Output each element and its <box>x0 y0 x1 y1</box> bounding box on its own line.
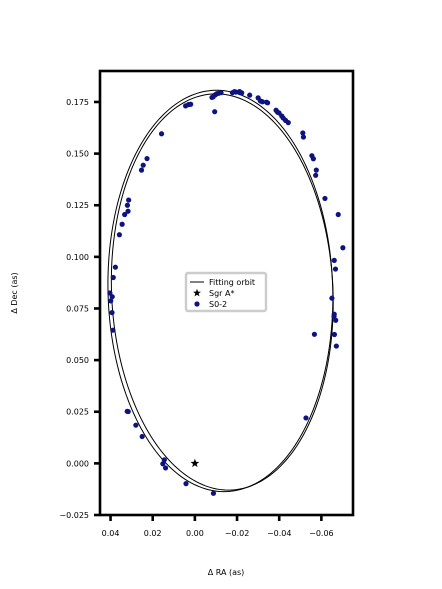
s02-point <box>188 101 194 107</box>
s02-point <box>108 298 114 304</box>
s02-point <box>124 202 131 208</box>
legend-box <box>184 271 268 313</box>
s02-point <box>109 294 115 300</box>
s02-point <box>183 481 189 487</box>
s02-point <box>212 109 218 115</box>
y-tick-label: 0.050 <box>66 356 89 365</box>
y-tick-label: 0.000 <box>66 459 89 468</box>
s02-point <box>265 100 271 106</box>
y-tick-label: 0.150 <box>66 150 89 159</box>
s02-point <box>140 162 146 168</box>
s02-points <box>107 89 346 496</box>
s02-point <box>333 317 339 323</box>
s02-point <box>329 295 335 301</box>
s02-point <box>303 415 309 421</box>
s02-point <box>300 134 307 140</box>
y-tick-label: 0.175 <box>66 98 89 107</box>
y-tick-label: 0.100 <box>66 253 89 262</box>
s02-point <box>133 422 139 428</box>
s02-point <box>322 195 328 202</box>
s02-point <box>110 274 116 281</box>
s02-point <box>335 211 341 218</box>
s02-point <box>160 461 166 467</box>
y-axis-ticks: −0.025 0.000 0.025 0.050 0.075 0.100 0.125 0.15… <box>59 98 100 520</box>
s02-point <box>122 211 128 218</box>
s02-point <box>125 208 131 214</box>
plot-frame <box>98 69 355 517</box>
s02-point <box>313 167 319 173</box>
s02-point <box>313 172 319 178</box>
s02-point <box>332 266 339 272</box>
s02-point <box>144 155 150 162</box>
x-tick-label: −0.06 <box>309 529 334 538</box>
legend-point-swatch <box>194 301 200 307</box>
s02-point <box>107 290 113 296</box>
s02-point <box>218 90 224 96</box>
s02-point <box>110 327 116 333</box>
s02-point <box>109 310 115 316</box>
x-axis-ticks: 0.04 0.02 0.00 −0.02 −0.04 −0.06 <box>102 515 334 538</box>
x-tick-label: 0.02 <box>144 529 162 538</box>
s02-point <box>158 131 165 137</box>
s02-point <box>310 156 316 162</box>
s02-point <box>138 167 145 173</box>
s02-point <box>331 331 338 338</box>
s02-point <box>210 490 217 496</box>
s02-point <box>139 433 145 440</box>
s02-point <box>119 221 125 227</box>
s02-point <box>311 331 318 337</box>
s02-point <box>162 465 169 471</box>
legend-label: Fitting orbit <box>209 278 255 287</box>
s02-point <box>300 130 306 136</box>
x-tick-label: −0.04 <box>267 529 292 538</box>
s02-point <box>247 92 253 98</box>
s02-point <box>259 99 265 105</box>
legend-label: S0-2 <box>209 300 227 309</box>
s02-point <box>124 408 130 414</box>
y-tick-label: 0.075 <box>66 304 89 313</box>
fitting-orbit-line <box>110 93 334 491</box>
fitting-orbit-lines <box>107 89 334 493</box>
x-tick-label: 0.00 <box>186 529 204 538</box>
legend: Fitting orbit Sgr A* S0-2 <box>184 271 268 313</box>
s02-point <box>331 257 337 263</box>
s02-point <box>112 264 118 270</box>
legend-label: Sgr A* <box>209 289 234 298</box>
s02-point <box>340 245 346 251</box>
s02-point <box>126 197 132 203</box>
y-tick-label: −0.025 <box>59 511 89 520</box>
s02-point <box>116 232 122 238</box>
legend-star-swatch <box>193 288 201 297</box>
x-axis-title: Δ RA (as) <box>208 568 245 577</box>
s02-point <box>161 457 167 463</box>
s02-point <box>331 313 337 319</box>
x-tick-label: −0.02 <box>225 529 250 538</box>
y-tick-label: 0.125 <box>66 201 89 210</box>
s02-point <box>209 94 215 101</box>
y-axis-title: Δ Dec (as) <box>10 272 19 313</box>
x-tick-label: 0.04 <box>102 529 120 538</box>
y-tick-label: 0.025 <box>66 408 89 417</box>
s02-point <box>285 120 291 126</box>
sgr-a-star-layer <box>190 458 200 468</box>
s02-point <box>333 343 339 349</box>
sgr-a-star-marker <box>190 458 200 468</box>
s02-point <box>239 90 245 96</box>
